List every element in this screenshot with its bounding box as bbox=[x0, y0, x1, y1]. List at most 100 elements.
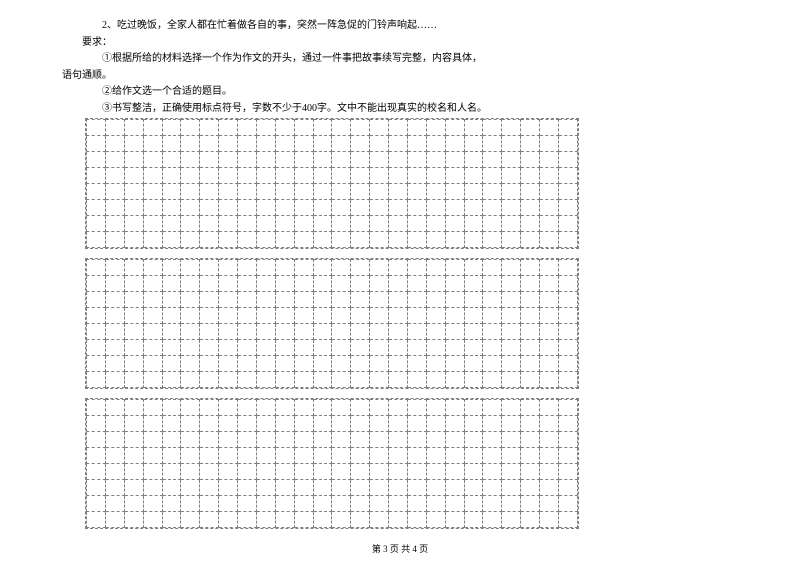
writing-grid-cell bbox=[143, 480, 162, 496]
writing-grid-cell bbox=[200, 120, 219, 136]
writing-grid-cell bbox=[540, 512, 559, 528]
writing-grid-cell bbox=[200, 168, 219, 184]
writing-grid-cell bbox=[445, 512, 464, 528]
writing-grid-cell bbox=[87, 276, 106, 292]
writing-grid-cell bbox=[370, 324, 389, 340]
writing-grid-cell bbox=[464, 232, 483, 248]
writing-grid-cell bbox=[238, 324, 257, 340]
writing-grid-cell bbox=[464, 168, 483, 184]
writing-grid-cell bbox=[502, 136, 521, 152]
writing-grid-cell bbox=[407, 324, 426, 340]
writing-grid-cell bbox=[521, 356, 540, 372]
writing-grid-cell bbox=[540, 416, 559, 432]
writing-grid-cell bbox=[351, 480, 370, 496]
writing-grid-cell bbox=[426, 496, 445, 512]
writing-grid-cell bbox=[445, 276, 464, 292]
writing-grid-cell bbox=[200, 400, 219, 416]
writing-grid-cell bbox=[407, 184, 426, 200]
writing-grid-cell bbox=[502, 448, 521, 464]
writing-grid-cell bbox=[294, 372, 313, 388]
writing-grid-cell bbox=[502, 152, 521, 168]
writing-grid-cell bbox=[389, 136, 408, 152]
writing-grid-cell bbox=[332, 232, 351, 248]
writing-grid-cell bbox=[124, 480, 143, 496]
writing-grid-cell bbox=[124, 184, 143, 200]
writing-grid-cell bbox=[181, 432, 200, 448]
writing-grid-cell bbox=[294, 340, 313, 356]
writing-grid-cell bbox=[483, 232, 502, 248]
writing-grid-cell bbox=[558, 184, 577, 200]
writing-grid-cell bbox=[558, 308, 577, 324]
writing-grid-cell bbox=[294, 260, 313, 276]
writing-grid-cell bbox=[162, 464, 181, 480]
writing-grid-cell bbox=[275, 480, 294, 496]
writing-grid-cell bbox=[502, 464, 521, 480]
writing-grid-cell bbox=[162, 216, 181, 232]
writing-grid-cell bbox=[275, 324, 294, 340]
writing-grid-cell bbox=[464, 276, 483, 292]
writing-grid-cell bbox=[105, 260, 124, 276]
writing-grid-cell bbox=[275, 464, 294, 480]
writing-grid-cell bbox=[389, 448, 408, 464]
writing-grid-cell bbox=[426, 340, 445, 356]
writing-grid-cell bbox=[521, 496, 540, 512]
writing-grid-cell bbox=[275, 308, 294, 324]
writing-grid-cell bbox=[483, 216, 502, 232]
writing-grid-cell bbox=[105, 200, 124, 216]
writing-grid-cell bbox=[558, 496, 577, 512]
writing-grid-cell bbox=[464, 308, 483, 324]
writing-grid-cell bbox=[200, 464, 219, 480]
writing-grid-cell bbox=[238, 232, 257, 248]
writing-grid-cell bbox=[502, 308, 521, 324]
writing-grid-cell bbox=[200, 292, 219, 308]
writing-grid-cell bbox=[275, 136, 294, 152]
writing-grid-cell bbox=[521, 432, 540, 448]
writing-grid-cell bbox=[445, 184, 464, 200]
writing-grid-cell bbox=[313, 216, 332, 232]
writing-grid-cell bbox=[464, 496, 483, 512]
writing-grid-cell bbox=[143, 260, 162, 276]
writing-grid-cell bbox=[124, 340, 143, 356]
writing-grid-cell bbox=[502, 340, 521, 356]
writing-grid-cell bbox=[426, 432, 445, 448]
writing-grid-cell bbox=[351, 340, 370, 356]
writing-grid-cell bbox=[351, 400, 370, 416]
writing-grid-cell bbox=[219, 136, 238, 152]
writing-grid-cell bbox=[275, 372, 294, 388]
writing-grid-cell bbox=[143, 136, 162, 152]
writing-grid-cell bbox=[558, 276, 577, 292]
writing-grid-cell bbox=[238, 432, 257, 448]
writing-grid-cell bbox=[105, 480, 124, 496]
writing-grid-cell bbox=[124, 120, 143, 136]
writing-grid-cell bbox=[143, 276, 162, 292]
writing-grid-cell bbox=[407, 152, 426, 168]
writing-grid-cell bbox=[162, 260, 181, 276]
writing-grid-cell bbox=[87, 152, 106, 168]
writing-grid-cell bbox=[332, 120, 351, 136]
writing-grid-cell bbox=[502, 184, 521, 200]
writing-grid-cell bbox=[558, 448, 577, 464]
writing-grid-cell bbox=[313, 340, 332, 356]
writing-grid-cell bbox=[181, 200, 200, 216]
writing-grid-cell bbox=[200, 512, 219, 528]
writing-grid-cell bbox=[502, 512, 521, 528]
writing-grid-cell bbox=[256, 356, 275, 372]
instruction-text: 2、吃过晚饭，全家人都在忙着做各自的事，突然一阵急促的门铃声响起…… 要求： ①… bbox=[62, 18, 572, 117]
writing-grid-cell bbox=[445, 260, 464, 276]
writing-grid-cell bbox=[483, 152, 502, 168]
writing-grid-cell bbox=[389, 216, 408, 232]
writing-grid-cell bbox=[370, 464, 389, 480]
requirement-1-line1: ①根据所给的材料选择一个作为作文的开头，通过一件事把故事续写完整，内容具体， bbox=[62, 51, 572, 68]
writing-grid-cell bbox=[445, 232, 464, 248]
writing-grid-cell bbox=[370, 340, 389, 356]
writing-grid-cell bbox=[521, 120, 540, 136]
writing-grid-cell bbox=[558, 372, 577, 388]
writing-grid-cell bbox=[332, 448, 351, 464]
writing-grid-cell bbox=[426, 416, 445, 432]
writing-grid-cell bbox=[483, 448, 502, 464]
writing-grid-cell bbox=[332, 136, 351, 152]
writing-grid-cell bbox=[181, 496, 200, 512]
writing-grid-cell bbox=[181, 416, 200, 432]
writing-grid-cell bbox=[332, 496, 351, 512]
writing-grid-cell bbox=[181, 168, 200, 184]
